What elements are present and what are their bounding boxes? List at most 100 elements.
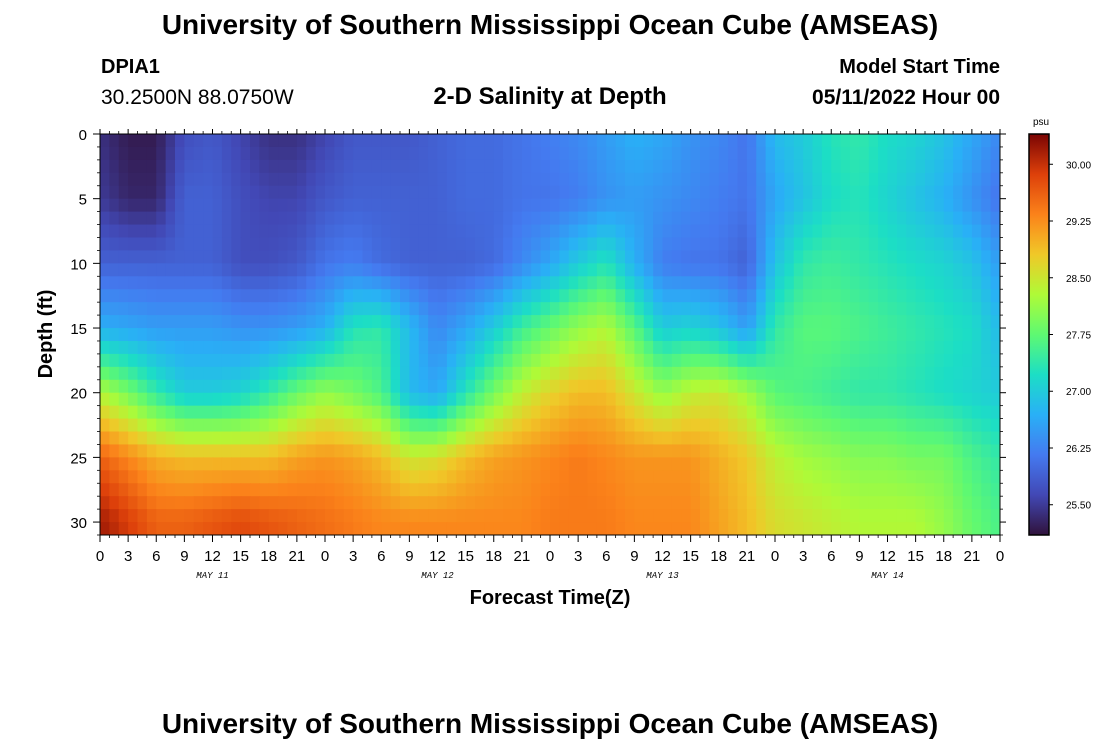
heatmap-cell [700, 457, 710, 471]
heatmap-cell [371, 457, 382, 471]
heatmap-cell [653, 522, 664, 535]
heatmap-cell [653, 444, 664, 458]
heatmap-cell [709, 470, 720, 484]
heatmap-cell [990, 211, 1000, 226]
heatmap-cell [896, 444, 907, 458]
heatmap-cell [446, 509, 457, 523]
heatmap-cell [296, 146, 307, 161]
heatmap-cell [212, 366, 223, 381]
heatmap-cell [596, 289, 607, 303]
heatmap-cell [878, 470, 889, 484]
heatmap-cell [625, 444, 635, 458]
heatmap-cell [146, 263, 157, 277]
heatmap-cell [643, 185, 654, 200]
heatmap-cell [428, 185, 439, 200]
heatmap-cell [765, 470, 776, 484]
heatmap-cell [268, 211, 279, 226]
heatmap-cell [934, 431, 945, 446]
heatmap-cell [521, 444, 532, 458]
heatmap-cell [550, 172, 560, 187]
heatmap-cell [653, 457, 664, 471]
heatmap-cell [503, 172, 514, 187]
heatmap-cell [643, 392, 654, 407]
heatmap-cell [306, 457, 317, 471]
heatmap-cell [906, 172, 917, 187]
heatmap-cell [671, 289, 682, 303]
heatmap-cell [953, 379, 964, 394]
heatmap-cell [803, 431, 814, 446]
heatmap-cell [418, 509, 429, 523]
heatmap-cell [296, 470, 307, 484]
heatmap-cell [812, 315, 823, 329]
heatmap-cell [625, 211, 635, 226]
heatmap-cell [990, 470, 1000, 484]
heatmap-cell [521, 405, 532, 420]
heatmap-cell [578, 457, 589, 471]
heatmap-cell [109, 159, 120, 174]
heatmap-cell [343, 185, 354, 200]
heatmap-cell [137, 211, 148, 226]
heatmap-cell [793, 496, 804, 510]
heatmap-cell [512, 522, 523, 535]
heatmap-cell [296, 457, 307, 471]
heatmap-cell [146, 483, 157, 497]
heatmap-cell [943, 340, 954, 355]
heatmap-cell [850, 522, 860, 535]
heatmap-cell [793, 198, 804, 213]
heatmap-cell [915, 483, 926, 497]
heatmap-cell [362, 134, 373, 148]
heatmap-cell [709, 431, 720, 446]
heatmap-cell [728, 224, 739, 239]
heatmap-cell [296, 431, 307, 446]
heatmap-cell [671, 392, 682, 407]
heatmap-cell [728, 263, 739, 277]
heatmap-cell [371, 470, 382, 484]
heatmap-cell [446, 289, 457, 303]
heatmap-cell [681, 496, 692, 510]
heatmap-cell [625, 276, 635, 290]
heatmap-cell [718, 431, 729, 446]
heatmap-cell [137, 496, 148, 510]
heatmap-cell [268, 198, 279, 213]
heatmap-cell [962, 328, 973, 342]
heatmap-cell [400, 172, 410, 187]
heatmap-cell [756, 250, 767, 264]
heatmap-cell [850, 263, 860, 277]
heatmap-cell [925, 405, 935, 420]
heatmap-cell [578, 392, 589, 407]
heatmap-cell [315, 276, 326, 290]
y-tick-label: 5 [79, 192, 87, 209]
heatmap-cell [793, 366, 804, 381]
heatmap-cell [231, 315, 242, 329]
heatmap-cell [821, 509, 832, 523]
heatmap-cell [203, 353, 214, 368]
heatmap-cell [465, 496, 476, 510]
heatmap-cell [362, 289, 373, 303]
heatmap-cell [221, 250, 232, 264]
heatmap-cell [653, 302, 664, 316]
heatmap-cell [156, 172, 167, 187]
heatmap-cell [943, 444, 954, 458]
heatmap-cell [700, 185, 710, 200]
heatmap-cell [193, 457, 204, 471]
heatmap-cell [793, 237, 804, 252]
heatmap-cell [521, 289, 532, 303]
heatmap-cell [381, 263, 392, 277]
heatmap-cell [409, 353, 420, 368]
heatmap-cell [250, 302, 260, 316]
heatmap-cell [896, 405, 907, 420]
heatmap-cell [446, 340, 457, 355]
heatmap-cell [850, 328, 860, 342]
heatmap-cell [231, 353, 242, 368]
heatmap-cell [831, 483, 842, 497]
heatmap-cell [587, 418, 598, 433]
heatmap-cell [812, 392, 823, 407]
heatmap-cell [765, 263, 776, 277]
heatmap-cell [709, 198, 720, 213]
heatmap-cell [971, 496, 982, 510]
heatmap-cell [203, 302, 214, 316]
heatmap-cell [850, 198, 860, 213]
heatmap-cell [953, 353, 964, 368]
heatmap-cell [887, 457, 898, 471]
heatmap-cell [165, 418, 176, 433]
